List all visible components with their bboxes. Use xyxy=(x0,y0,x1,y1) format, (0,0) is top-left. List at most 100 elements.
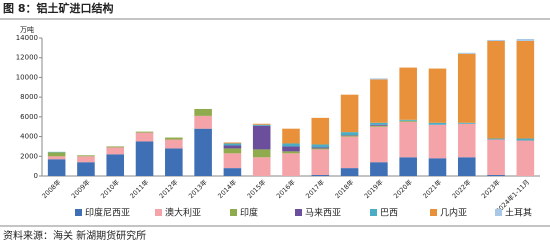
chart-title: 图 8：铝土矿进口结构 xyxy=(3,1,113,15)
bar-segment xyxy=(399,157,417,176)
bar-segment xyxy=(282,143,300,146)
bar-segment xyxy=(458,53,476,54)
bar-segment xyxy=(370,125,388,126)
x-tick-label: 2015年 xyxy=(245,177,268,200)
x-tick-label: 2019年 xyxy=(362,177,385,200)
legend-swatch xyxy=(370,209,377,216)
bar-segment xyxy=(312,148,330,149)
bar-segment xyxy=(487,139,505,140)
y-axis-label: 万吨 xyxy=(20,25,34,34)
bar-segment xyxy=(458,123,476,124)
bar-segment xyxy=(165,138,183,140)
x-tick-label: 2021年 xyxy=(421,177,444,200)
y-tick-label: 6000 xyxy=(20,113,38,121)
bar-segment xyxy=(517,39,535,41)
bar-segment xyxy=(429,158,447,176)
bar-segment xyxy=(194,109,212,116)
bar-segment xyxy=(77,155,95,156)
bar-segment xyxy=(253,149,271,157)
bar-segment xyxy=(341,168,359,176)
bar-segment xyxy=(487,40,505,41)
bar-segment xyxy=(341,136,359,137)
legend-label: 马来西亚 xyxy=(305,208,341,219)
bar-segment xyxy=(48,159,66,176)
bar-segment xyxy=(429,125,447,159)
bar-segment xyxy=(77,162,95,176)
legend-label: 澳大利亚 xyxy=(165,207,201,219)
x-tick-label: 2020年 xyxy=(391,177,414,200)
bar-segment xyxy=(224,143,242,145)
bar-segment xyxy=(458,157,476,176)
x-tick-label: 2023年 xyxy=(479,177,502,200)
bar-segment xyxy=(399,120,417,121)
bar-segment xyxy=(253,124,271,125)
bar-segment xyxy=(517,41,535,139)
bar-segment xyxy=(370,123,388,125)
legend-label: 印度尼西亚 xyxy=(85,207,130,219)
legend-label: 几内亚 xyxy=(440,207,467,219)
bar-segment xyxy=(224,168,242,176)
bar-segment xyxy=(282,153,300,176)
bar-segment xyxy=(370,162,388,176)
bar-segment xyxy=(77,156,95,162)
legend-label: 印度 xyxy=(240,207,258,219)
x-tick-label: 2022年 xyxy=(450,177,473,200)
legend-swatch xyxy=(75,209,82,216)
x-tick-label: 2013年 xyxy=(186,177,209,200)
y-tick-label: 14000 xyxy=(16,34,38,42)
bar-segment xyxy=(253,126,271,150)
bar-segment xyxy=(399,122,417,157)
bar-segment xyxy=(106,154,124,176)
bar-segment xyxy=(370,79,388,122)
bar-segment xyxy=(253,125,271,126)
bar-segment xyxy=(224,142,242,143)
bar-segment xyxy=(224,148,242,153)
bar-segment xyxy=(341,95,359,132)
bar-segment xyxy=(48,156,66,159)
y-tick-label: 4000 xyxy=(20,133,38,141)
bar-segment xyxy=(429,123,447,125)
bar-segment xyxy=(224,153,242,168)
bar-segment xyxy=(429,69,447,123)
bar-segment xyxy=(282,151,300,153)
legend-label: 土耳其 xyxy=(505,207,532,219)
y-tick-label: 2000 xyxy=(20,152,38,160)
bar-segment xyxy=(282,129,300,144)
x-tick-label: 2010年 xyxy=(98,177,121,200)
bar-segment xyxy=(517,139,535,141)
bar-segment xyxy=(312,147,330,148)
bar-segment xyxy=(136,132,154,133)
legend-swatch xyxy=(495,209,502,216)
bar-segment xyxy=(165,148,183,176)
x-tick-label: 2008年 xyxy=(40,177,63,200)
bar-segment xyxy=(312,149,330,175)
bar-segment xyxy=(399,68,417,120)
bar-segment xyxy=(165,140,183,149)
bar-segment xyxy=(312,175,330,176)
bar-segment xyxy=(224,145,242,148)
bar-segment xyxy=(48,152,66,156)
x-tick-label: 2016年 xyxy=(274,177,297,200)
y-tick-label: 0 xyxy=(34,172,38,180)
x-tick-label: 2018年 xyxy=(333,177,356,200)
legend-swatch xyxy=(430,209,437,216)
bar-segment xyxy=(106,147,124,154)
bar-segment xyxy=(487,41,505,139)
bar-segment xyxy=(487,175,505,176)
bar-segment xyxy=(370,126,388,127)
x-tick-label: 2011年 xyxy=(128,177,151,200)
bar-segment xyxy=(194,116,212,129)
bar-segment xyxy=(194,129,212,176)
bar-segment xyxy=(312,144,330,147)
bar-segment xyxy=(253,157,271,176)
bar-segment xyxy=(136,133,154,142)
bar-segment xyxy=(517,141,535,176)
bar-segment xyxy=(341,132,359,135)
bar-segment xyxy=(370,127,388,162)
bar-segment xyxy=(487,140,505,175)
bar-segment xyxy=(341,137,359,169)
bar-segment xyxy=(370,78,388,79)
legend-label: 巴西 xyxy=(380,208,398,219)
y-tick-label: 10000 xyxy=(16,73,38,81)
legend-swatch xyxy=(230,209,237,216)
